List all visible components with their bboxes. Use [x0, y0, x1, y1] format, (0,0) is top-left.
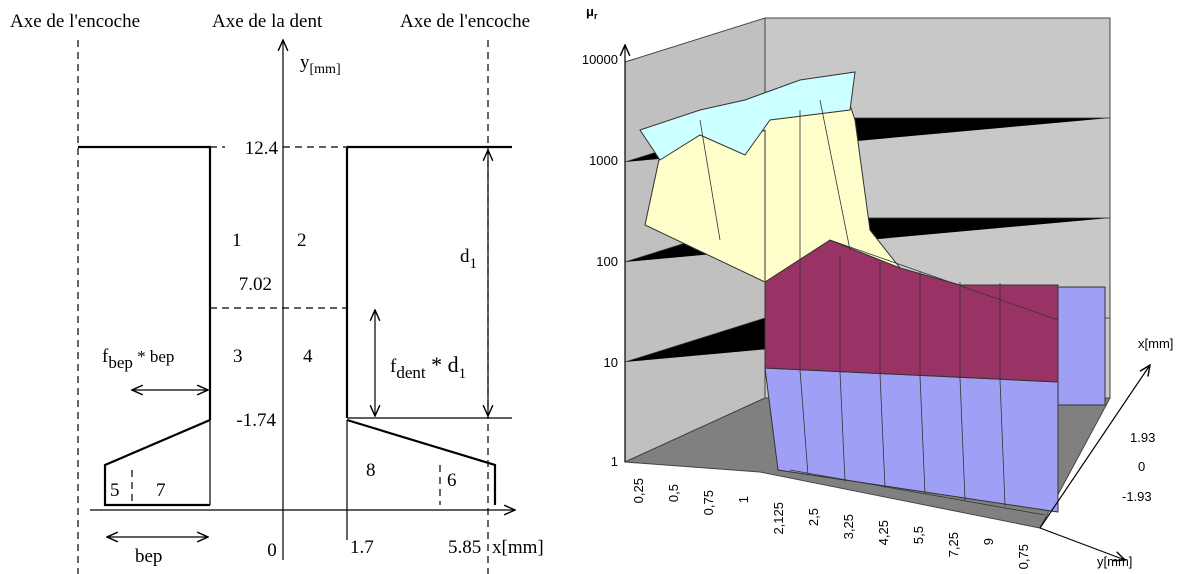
y-tick-label: 100	[596, 254, 618, 269]
region-label: 2	[297, 230, 307, 251]
surface	[1057, 286, 1106, 406]
region-label: 6	[447, 470, 457, 491]
x-label: 5.85	[448, 537, 481, 558]
label: y	[300, 52, 310, 73]
outline	[209, 420, 348, 540]
label: r	[594, 11, 598, 21]
x-tick-label: 2,125	[771, 502, 786, 535]
grid	[699, 99, 1059, 516]
regions: 1 2 3 4 5 6 7 8	[110, 230, 457, 501]
axis-label: Axe de l'encoche	[400, 11, 530, 32]
region-label: 5	[110, 480, 120, 501]
y-label: 7.02	[239, 274, 272, 295]
x-tick-label: 4,25	[876, 520, 891, 545]
dimension-label: bep	[135, 546, 162, 567]
region-label: 3	[233, 346, 243, 367]
left-diagram: Axe de l'encoche Axe de la dent Axe de l…	[10, 11, 544, 574]
surface	[639, 71, 856, 161]
x-tick-label: 5,5	[911, 526, 926, 544]
outline	[103, 418, 497, 507]
depth-tick-label: 1.93	[1130, 430, 1155, 445]
x-tick-label: 3,25	[841, 514, 856, 539]
y-axis-label: y[mm]	[300, 52, 341, 77]
y-tick-label: 1000	[589, 153, 618, 168]
x-axis-label: y[mm]	[1097, 554, 1132, 569]
x-tick-label: 0,75	[701, 490, 716, 515]
y-tick-label: 1	[611, 454, 618, 469]
label: * bep	[133, 347, 175, 366]
region-label: 7	[156, 480, 166, 501]
label: 1	[459, 366, 467, 382]
label: f	[390, 356, 397, 377]
label: 1	[470, 256, 478, 272]
x-tick-label: 2,5	[806, 508, 821, 526]
depth-tick-label: 0	[1138, 459, 1145, 474]
y-axis-label: μr	[586, 4, 598, 21]
depth-axis-label: x[mm]	[1138, 336, 1173, 351]
x-tick-label: 0,5	[666, 484, 681, 502]
x-tick-label: 9	[981, 538, 996, 545]
label: d	[460, 246, 470, 267]
label: f	[102, 346, 109, 367]
region-label: 4	[303, 346, 313, 367]
dimension-label: d1	[460, 246, 477, 272]
depth-axis	[1039, 365, 1150, 529]
x-label: 1.7	[350, 537, 374, 558]
region-label: 1	[232, 230, 242, 251]
dimension-label: fbep * bep	[102, 346, 174, 372]
outline	[78, 145, 512, 420]
x-tick-label: 0,25	[631, 478, 646, 503]
region-label: 8	[366, 460, 376, 481]
label: bep	[108, 353, 133, 372]
x-axis	[1039, 527, 1125, 560]
y-tick-label: 10000	[582, 52, 618, 67]
y-label: 12.4	[245, 138, 279, 159]
y-label: -1.74	[236, 410, 276, 431]
x-tick-label: 7,25	[946, 532, 961, 557]
label: * d	[426, 352, 459, 377]
x-axis-label: x[mm]	[492, 537, 544, 558]
surface	[764, 367, 1059, 513]
depth-tick-label: -1.93	[1122, 489, 1152, 504]
axis-label: Axe de la dent	[212, 11, 323, 32]
x-label: 0	[267, 540, 277, 561]
x-tick-label: 1	[736, 496, 751, 503]
dashed	[131, 146, 441, 505]
label: [mm]	[310, 62, 341, 77]
y-tick-label: 10	[604, 355, 618, 370]
label: dent	[396, 363, 426, 382]
dimension-label: fdent * d1	[390, 352, 466, 382]
x-tick-label: 0,75	[1016, 544, 1031, 569]
axis-label: Axe de l'encoche	[10, 11, 140, 32]
labels: 10000 1000 100 10 1 0,25 0,5 0,75 1 2,125 2,5 3,25 4…	[582, 52, 1155, 569]
label: μ	[586, 4, 594, 19]
